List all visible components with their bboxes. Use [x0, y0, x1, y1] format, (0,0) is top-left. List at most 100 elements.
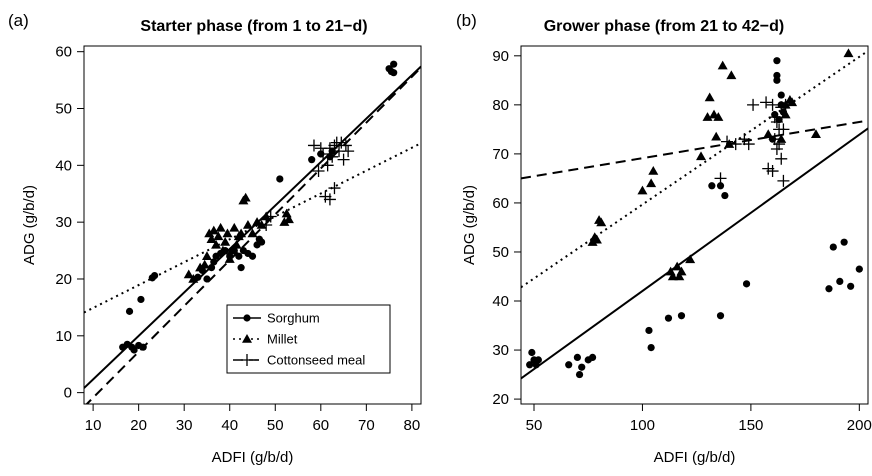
- fit-line-cottonseed-meal: [521, 119, 868, 180]
- point-cottonseed-meal: [321, 159, 334, 172]
- y-axis-label: ADG (g/b/d): [21, 185, 38, 265]
- point-sorghum: [528, 348, 536, 357]
- point-cottonseed-meal: [328, 182, 341, 195]
- point-millet: [279, 217, 290, 226]
- point-millet: [711, 131, 722, 141]
- point-sorghum: [578, 363, 586, 371]
- point-sorghum: [573, 353, 581, 362]
- point-sorghum: [207, 264, 216, 272]
- point-millet: [672, 261, 683, 271]
- point-cottonseed-meal: [770, 142, 783, 155]
- point-millet: [242, 220, 253, 229]
- point-millet: [215, 222, 226, 232]
- point-sorghum: [534, 356, 542, 364]
- panel-label: (a): [8, 11, 29, 30]
- point-cottonseed-meal: [729, 138, 742, 151]
- fit-line-sorghum: [521, 127, 868, 380]
- plot-area: [84, 60, 421, 404]
- point-sorghum: [829, 243, 837, 251]
- point-cottonseed-meal: [775, 152, 788, 165]
- legend-marker-millet: [242, 334, 252, 343]
- point-sorghum: [855, 265, 863, 273]
- x-axis-label: ADFI (g/b/d): [212, 449, 294, 466]
- point-millet: [648, 166, 659, 175]
- point-millet: [667, 271, 678, 281]
- point-millet: [227, 245, 238, 255]
- x-tick-label: 200: [847, 417, 872, 434]
- point-cottonseed-meal: [747, 98, 760, 111]
- point-cottonseed-meal: [714, 172, 727, 185]
- point-cottonseed-meal: [760, 96, 773, 109]
- point-sorghum: [777, 91, 785, 99]
- point-cottonseed-meal: [326, 150, 339, 163]
- point-cottonseed-meal: [768, 111, 781, 124]
- point-cottonseed-meal: [317, 147, 330, 160]
- point-millet: [211, 239, 222, 249]
- x-tick-label: 70: [358, 417, 375, 434]
- point-cottonseed-meal: [307, 139, 320, 152]
- legend-box: [226, 304, 391, 374]
- legend-marker-cottonseed-meal: [241, 354, 253, 366]
- point-millet: [646, 178, 657, 188]
- fit-line-sorghum: [84, 65, 421, 389]
- point-sorghum: [716, 312, 725, 320]
- y-tick-label: 60: [492, 195, 509, 212]
- point-cottonseed-meal: [264, 210, 277, 223]
- x-tick-label: 80: [404, 417, 421, 434]
- point-millet: [220, 237, 231, 246]
- legend-label-cottonseed-meal: Cottonseed meal: [267, 353, 365, 368]
- point-millet: [591, 234, 602, 244]
- panel-a: 10 20 30 40 50 60 70 80 0 10 20 30 40 50 60 (a) Starter …: [8, 11, 422, 466]
- point-millet: [717, 60, 728, 70]
- point-cottonseed-meal: [777, 174, 790, 187]
- point-cottonseed-meal: [342, 145, 355, 158]
- point-cottonseed-meal: [779, 98, 792, 111]
- point-sorghum: [150, 271, 159, 280]
- point-sorghum: [235, 252, 243, 260]
- x-tick-label: 50: [267, 417, 284, 434]
- point-cottonseed-meal: [777, 123, 790, 136]
- point-sorghum: [565, 361, 573, 369]
- x-axis-label: ADFI (g/b/d): [654, 449, 736, 466]
- y-tick-label: 20: [492, 391, 509, 408]
- point-sorghum: [130, 346, 138, 354]
- x-tick-label: 10: [85, 417, 102, 434]
- point-millet: [787, 97, 798, 107]
- point-sorghum: [575, 370, 584, 379]
- point-millet: [763, 129, 774, 139]
- point-millet: [229, 222, 240, 232]
- point-sorghum: [210, 258, 218, 266]
- point-sorghum: [588, 353, 597, 362]
- point-sorghum: [258, 238, 266, 246]
- point-millet: [208, 225, 219, 235]
- point-millet: [637, 185, 648, 195]
- x-tick-label: 100: [630, 417, 655, 434]
- point-sorghum: [645, 326, 653, 335]
- point-millet: [674, 271, 685, 281]
- point-sorghum: [664, 314, 673, 322]
- point-sorghum: [847, 282, 855, 290]
- point-sorghum: [708, 182, 716, 190]
- point-millet: [676, 266, 687, 276]
- point-millet: [810, 129, 821, 139]
- point-millet: [240, 192, 251, 202]
- y-axis-label: ADG (g/b/d): [461, 185, 478, 265]
- point-cottonseed-meal: [337, 153, 350, 166]
- point-sorghum: [825, 285, 833, 293]
- y-tick-label: 50: [492, 244, 509, 261]
- point-cottonseed-meal: [260, 219, 273, 231]
- point-millet: [222, 228, 233, 238]
- point-sorghum: [390, 60, 398, 68]
- y-tick-label: 0: [64, 385, 72, 402]
- point-millet: [780, 109, 791, 119]
- point-millet: [726, 70, 737, 80]
- y-tick-label: 40: [492, 293, 509, 310]
- point-cottonseed-meal: [773, 138, 786, 151]
- point-millet: [199, 259, 210, 269]
- point-millet: [696, 151, 707, 161]
- point-sorghum: [137, 295, 145, 304]
- point-millet: [713, 112, 724, 121]
- y-tick-label: 40: [55, 157, 72, 174]
- point-millet: [201, 251, 212, 261]
